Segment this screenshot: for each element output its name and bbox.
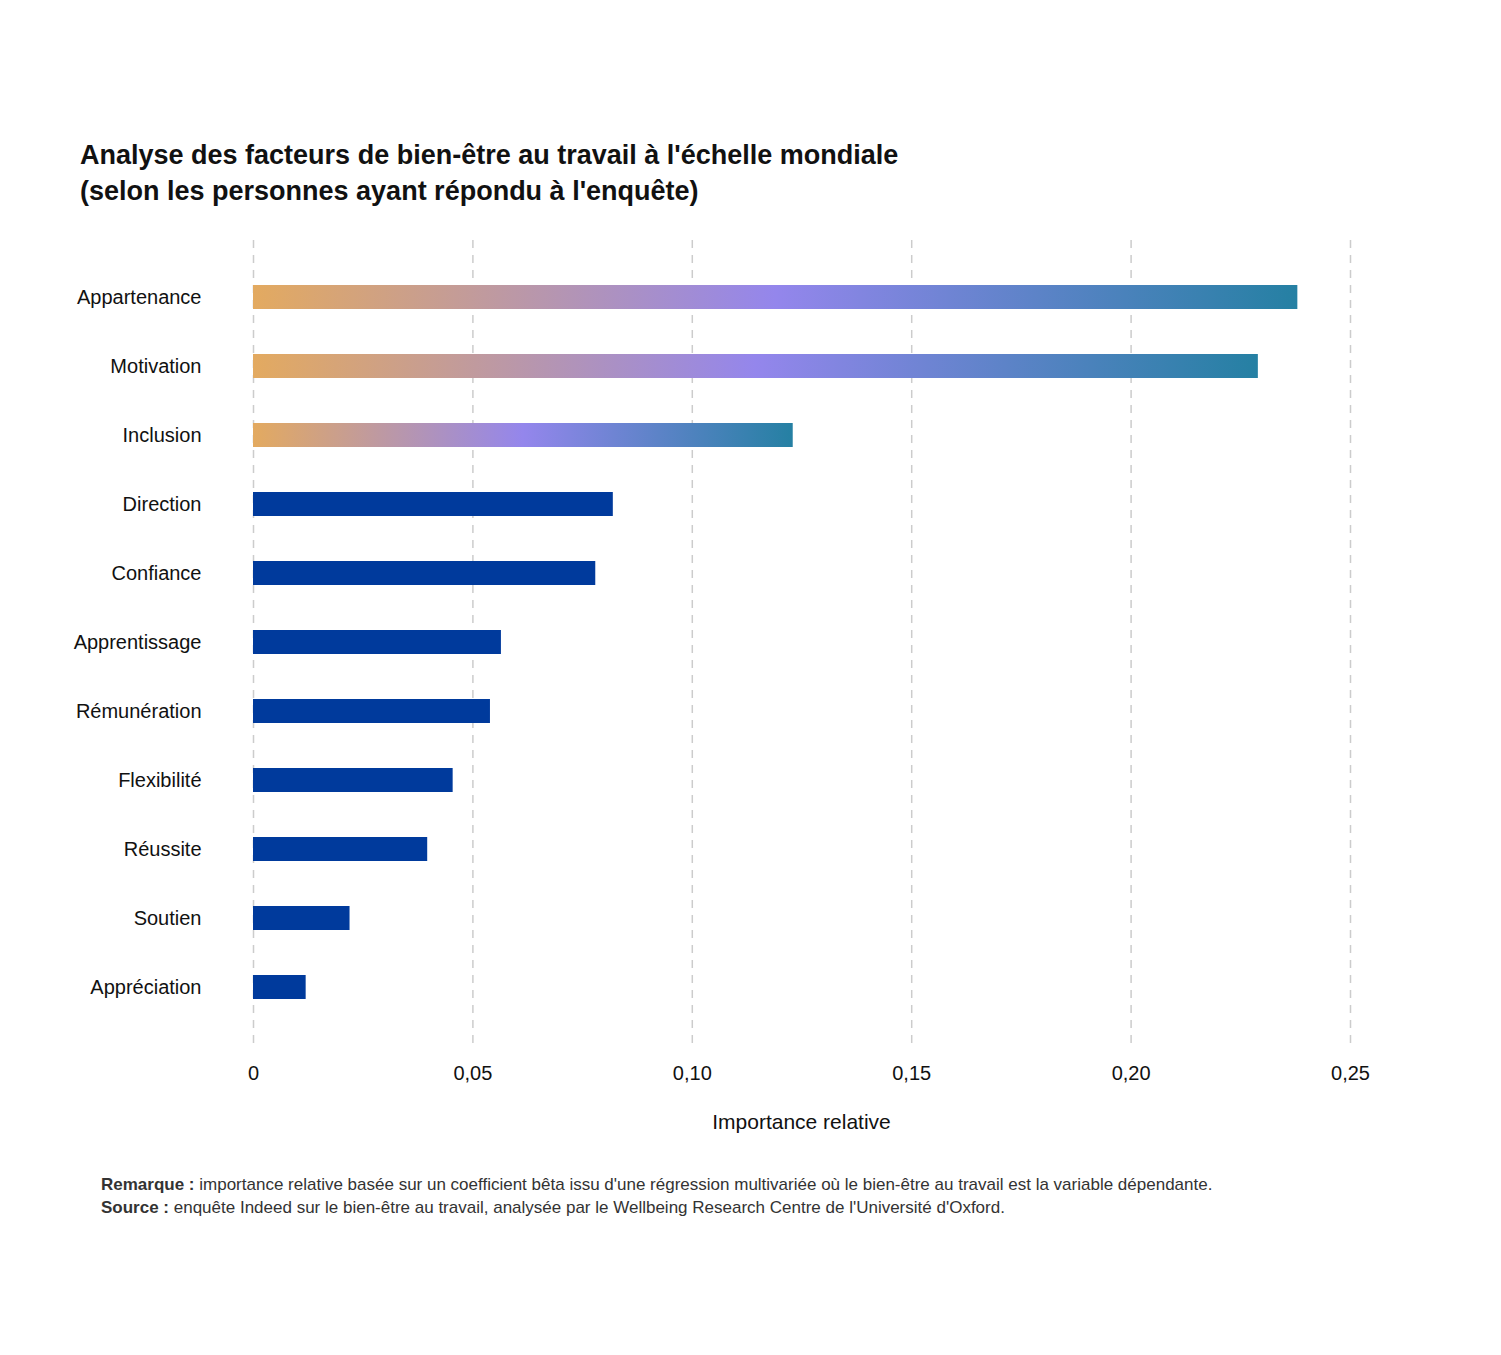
html-text:Source : enquête Indeed sur le: Source : enquête Indeed sur le bien-être… [101, 1198, 1005, 1217]
svg-text:0,05: 0,05 [453, 1062, 492, 1084]
svg-text:Rémunération: Rémunération [76, 700, 202, 722]
svg-text:Motivation: Motivation [110, 355, 201, 377]
html-text:Analyse des facteurs de bien-ê: Analyse des facteurs de bien-être au tra… [80, 140, 899, 170]
svg-text:0,25: 0,25 [1331, 1062, 1370, 1084]
svg-text:0,15: 0,15 [892, 1062, 931, 1084]
html-text:Importance relative: Importance relative [712, 1110, 891, 1133]
svg-text:Appartenance: Appartenance [77, 286, 202, 308]
svg-text:0: 0 [248, 1062, 259, 1084]
svg-text:Appréciation: Appréciation [90, 976, 201, 998]
html-text:Remarque : importance relative: Remarque : importance relative basée sur… [101, 1175, 1213, 1194]
svg-text:Direction: Direction [123, 493, 202, 515]
svg-text:Inclusion: Inclusion [123, 424, 202, 446]
svg-text:Réussite: Réussite [124, 838, 202, 860]
svg-text:0,10: 0,10 [673, 1062, 712, 1084]
svg-text:Flexibilité: Flexibilité [118, 769, 201, 791]
svg-text:Soutien: Soutien [134, 907, 202, 929]
html-text:(selon les personnes ayant rép: (selon les personnes ayant répondu à l'e… [80, 176, 699, 206]
svg-text:0,20: 0,20 [1112, 1062, 1151, 1084]
svg-text:Confiance: Confiance [111, 562, 201, 584]
svg-text:Apprentissage: Apprentissage [74, 631, 202, 653]
